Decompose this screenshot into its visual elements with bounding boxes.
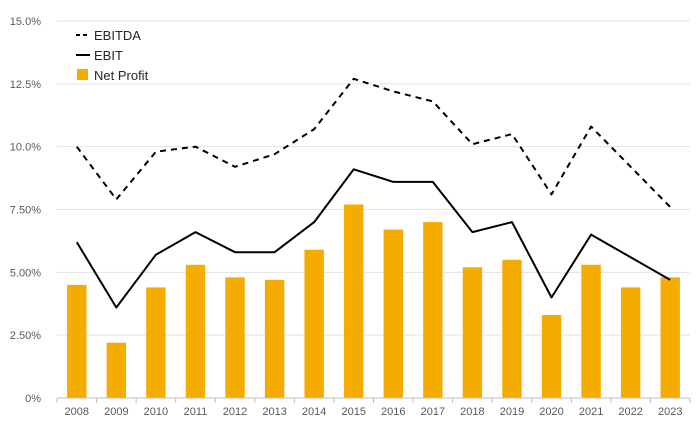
legend: EBITDA EBIT Net Profit xyxy=(76,28,149,83)
x-tick-label: 2017 xyxy=(421,406,445,418)
x-tick-label: 2014 xyxy=(302,406,326,418)
y-tick-label: 15.0% xyxy=(10,16,41,28)
x-tick-label: 2008 xyxy=(65,406,89,418)
bar-net-profit xyxy=(304,249,324,398)
x-tick-label: 2022 xyxy=(618,406,642,418)
bar-net-profit xyxy=(225,277,245,398)
legend-label-net-profit: Net Profit xyxy=(94,68,149,83)
x-tick-label: 2021 xyxy=(579,406,603,418)
y-axis-ticks: 0% 2.50% 5.00% 7.50% 10.0% 12.5% 15.0% xyxy=(10,16,41,405)
x-tick-label: 2016 xyxy=(381,406,405,418)
bar-net-profit xyxy=(146,287,166,398)
lines xyxy=(75,77,671,309)
line-ebit xyxy=(75,168,671,309)
bar-net-profit xyxy=(660,277,680,398)
x-tick-label: 2013 xyxy=(262,406,286,418)
x-tick-label: 2023 xyxy=(658,406,682,418)
y-tick-label: 7.50% xyxy=(10,205,41,217)
y-tick-label: 0% xyxy=(25,393,41,405)
x-tick-label: 2015 xyxy=(341,406,365,418)
bar-net-profit xyxy=(67,284,87,398)
x-tick-label: 2010 xyxy=(144,406,168,418)
y-tick-label: 2.50% xyxy=(10,330,41,342)
x-tick-label: 2019 xyxy=(500,406,524,418)
x-tick-label: 2009 xyxy=(104,406,128,418)
bar-net-profit xyxy=(462,267,483,398)
bar-net-profit xyxy=(423,222,443,398)
bar-net-profit xyxy=(185,264,206,398)
bars-net-profit xyxy=(67,204,680,398)
x-tick-label: 2011 xyxy=(184,406,208,418)
bar-net-profit xyxy=(383,229,403,398)
x-tick-label: 2020 xyxy=(539,406,563,418)
x-tick-label: 2018 xyxy=(460,406,484,418)
y-tick-label: 10.0% xyxy=(10,142,41,154)
bar-net-profit xyxy=(502,259,522,398)
y-tick-label: 5.00% xyxy=(10,267,41,279)
bar-net-profit xyxy=(344,204,364,398)
bar-net-profit xyxy=(106,342,127,398)
bar-net-profit xyxy=(541,315,562,398)
x-tick-label: 2012 xyxy=(223,406,247,418)
legend-label-ebitda: EBITDA xyxy=(94,28,141,43)
bar-net-profit xyxy=(620,287,641,398)
x-axis: 2008 2009 2010 2011 2012 2013 2014 2015 2016 2017… xyxy=(56,397,691,418)
y-tick-label: 12.5% xyxy=(10,79,41,91)
legend-symbol-net-profit xyxy=(77,69,88,80)
line-ebitda xyxy=(75,77,671,208)
legend-label-ebit: EBIT xyxy=(94,48,123,63)
bar-net-profit xyxy=(581,264,601,398)
bar-net-profit xyxy=(264,279,285,398)
